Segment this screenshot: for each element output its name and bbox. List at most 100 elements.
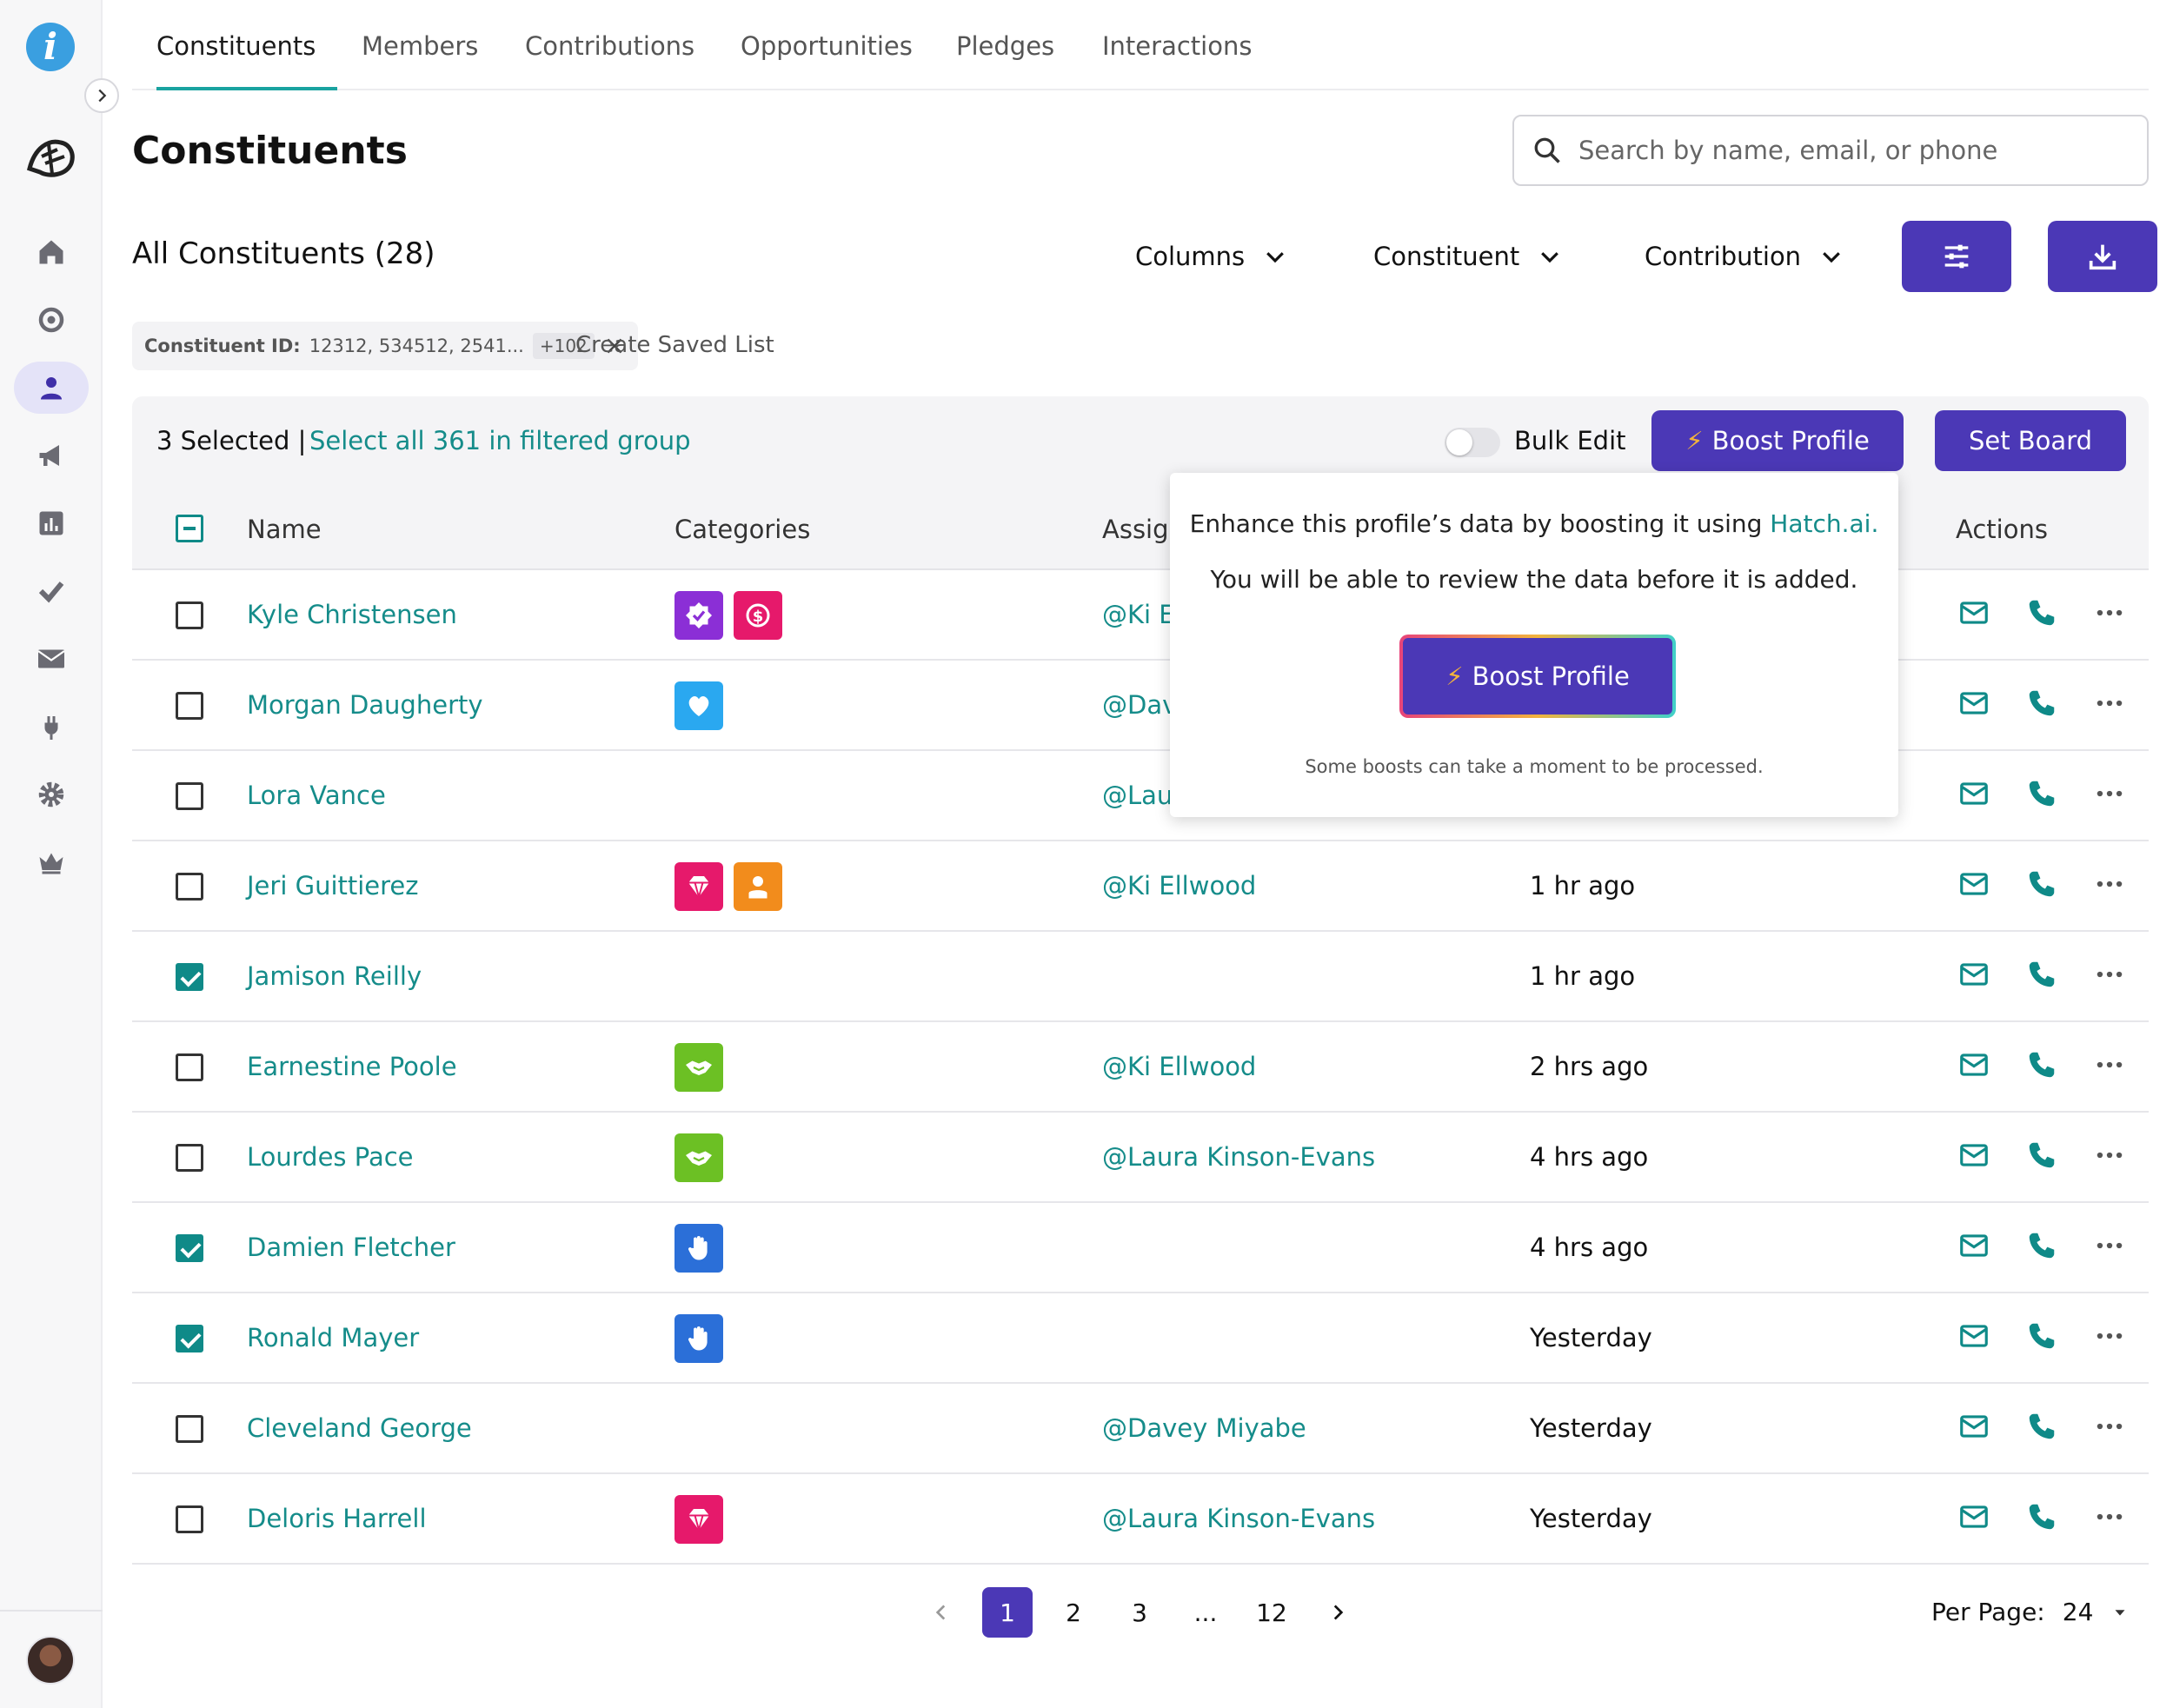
more-options-icon[interactable] bbox=[2093, 687, 2126, 720]
select-all-checkbox[interactable] bbox=[176, 515, 203, 542]
app-logo[interactable]: i bbox=[26, 23, 75, 71]
more-options-icon[interactable] bbox=[2093, 1229, 2126, 1262]
crown-icon[interactable] bbox=[14, 836, 89, 888]
more-options-icon[interactable] bbox=[2093, 958, 2126, 991]
constituent-name-link[interactable]: Jeri Guittierez bbox=[247, 871, 419, 901]
email-icon[interactable] bbox=[1957, 1048, 1990, 1081]
search-box[interactable] bbox=[1512, 115, 2149, 186]
table-row[interactable]: Damien Fletcher 4 hrs ago bbox=[132, 1203, 2149, 1293]
tab-pledges[interactable]: Pledges bbox=[956, 31, 1054, 90]
assigned-user-link[interactable]: @Ki E bbox=[1102, 600, 1175, 629]
table-row[interactable]: Jamison Reilly 1 hr ago bbox=[132, 932, 2149, 1022]
email-icon[interactable] bbox=[1957, 687, 1990, 720]
tab-interactions[interactable]: Interactions bbox=[1102, 31, 1252, 90]
row-checkbox[interactable] bbox=[176, 692, 203, 720]
row-checkbox[interactable] bbox=[176, 963, 203, 991]
more-options-icon[interactable] bbox=[2093, 1500, 2126, 1533]
tab-contributions[interactable]: Contributions bbox=[525, 31, 694, 90]
assigned-user-link[interactable]: @Lau bbox=[1102, 781, 1173, 810]
next-page-button[interactable] bbox=[1312, 1587, 1363, 1638]
search-input[interactable] bbox=[1578, 136, 2117, 165]
row-checkbox[interactable] bbox=[176, 1234, 203, 1262]
phone-icon[interactable] bbox=[2025, 958, 2058, 991]
tab-opportunities[interactable]: Opportunities bbox=[741, 31, 913, 90]
row-checkbox[interactable] bbox=[176, 1053, 203, 1081]
page-12-button[interactable]: 12 bbox=[1256, 1598, 1287, 1627]
constituent-name-link[interactable]: Jamison Reilly bbox=[247, 961, 422, 991]
close-icon[interactable] bbox=[603, 335, 626, 357]
phone-icon[interactable] bbox=[2025, 1500, 2058, 1533]
more-options-icon[interactable] bbox=[2093, 1139, 2126, 1172]
plug-icon[interactable] bbox=[14, 701, 89, 753]
more-options-icon[interactable] bbox=[2093, 777, 2126, 810]
email-icon[interactable] bbox=[1957, 1139, 1990, 1172]
more-options-icon[interactable] bbox=[2093, 1410, 2126, 1443]
user-avatar[interactable] bbox=[26, 1636, 75, 1685]
constituent-name-link[interactable]: Cleveland George bbox=[247, 1413, 472, 1443]
phone-icon[interactable] bbox=[2025, 867, 2058, 901]
email-icon[interactable] bbox=[1957, 1500, 1990, 1533]
row-checkbox[interactable] bbox=[176, 1505, 203, 1533]
assigned-user-link[interactable]: @Ki Ellwood bbox=[1102, 1052, 1257, 1081]
columns-dropdown[interactable]: Columns bbox=[1135, 242, 1288, 271]
row-checkbox[interactable] bbox=[176, 1144, 203, 1172]
email-icon[interactable] bbox=[1957, 1229, 1990, 1262]
tab-constituents[interactable]: Constituents bbox=[156, 31, 337, 90]
email-icon[interactable] bbox=[1957, 1319, 1990, 1352]
email-icon[interactable] bbox=[1957, 596, 1990, 629]
page-1-button[interactable]: 1 bbox=[982, 1587, 1033, 1638]
row-checkbox[interactable] bbox=[176, 782, 203, 810]
constituent-name-link[interactable]: Morgan Daugherty bbox=[247, 690, 483, 720]
phone-icon[interactable] bbox=[2025, 1410, 2058, 1443]
per-page-select[interactable]: Per Page: 24 bbox=[1931, 1598, 2130, 1626]
constituent-dropdown[interactable]: Constituent bbox=[1373, 242, 1563, 271]
table-row[interactable]: Kyle Christensen $ @Ki E bbox=[132, 570, 2149, 661]
phone-icon[interactable] bbox=[2025, 1319, 2058, 1352]
table-row[interactable]: Cleveland George @Davey Miyabe Yesterday bbox=[132, 1384, 2149, 1474]
assigned-user-link[interactable]: @Davey Miyabe bbox=[1102, 1413, 1306, 1443]
select-all-link[interactable]: Select all 361 in filtered group bbox=[309, 426, 691, 455]
expand-sidebar-button[interactable] bbox=[84, 78, 119, 113]
phone-icon[interactable] bbox=[2025, 777, 2058, 810]
previous-page-button[interactable] bbox=[916, 1587, 967, 1638]
phone-icon[interactable] bbox=[2025, 1139, 2058, 1172]
phone-icon[interactable] bbox=[2025, 596, 2058, 629]
mail-icon[interactable] bbox=[14, 633, 89, 685]
phone-icon[interactable] bbox=[2025, 1048, 2058, 1081]
sync-gear-icon[interactable] bbox=[14, 294, 89, 346]
row-checkbox[interactable] bbox=[176, 873, 203, 901]
constituent-name-link[interactable]: Lourdes Pace bbox=[247, 1142, 414, 1172]
row-checkbox[interactable] bbox=[176, 1415, 203, 1443]
set-board-button[interactable]: Set Board bbox=[1935, 410, 2126, 471]
popover-boost-profile-button[interactable]: ⚡ Boost Profile bbox=[1399, 635, 1676, 718]
megaphone-icon[interactable] bbox=[14, 429, 89, 482]
filter-settings-button[interactable] bbox=[1902, 221, 2011, 292]
phone-icon[interactable] bbox=[2025, 1229, 2058, 1262]
row-checkbox[interactable] bbox=[176, 1325, 203, 1352]
more-options-icon[interactable] bbox=[2093, 1048, 2126, 1081]
constituents-nav-icon[interactable] bbox=[14, 362, 89, 414]
reports-icon[interactable] bbox=[14, 497, 89, 549]
create-saved-list-link[interactable]: Create Saved List bbox=[575, 332, 774, 358]
table-row[interactable]: Lourdes Pace @Laura Kinson-Evans 4 hrs ago bbox=[132, 1113, 2149, 1203]
tab-members[interactable]: Members bbox=[362, 31, 478, 90]
email-icon[interactable] bbox=[1957, 777, 1990, 810]
column-categories[interactable]: Categories bbox=[674, 515, 811, 544]
assigned-user-link[interactable]: @Laura Kinson-Evans bbox=[1102, 1142, 1376, 1172]
column-assigned[interactable]: Assig bbox=[1102, 515, 1169, 544]
download-button[interactable] bbox=[2048, 221, 2157, 292]
hatch-ai-link[interactable]: Hatch.ai. bbox=[1770, 509, 1879, 538]
table-row[interactable]: Jeri Guittierez @Ki Ellwood 1 hr ago bbox=[132, 841, 2149, 932]
constituent-name-link[interactable]: Deloris Harrell bbox=[247, 1504, 427, 1533]
constituent-name-link[interactable]: Kyle Christensen bbox=[247, 600, 457, 629]
email-icon[interactable] bbox=[1957, 1410, 1990, 1443]
email-icon[interactable] bbox=[1957, 867, 1990, 901]
boost-profile-button[interactable]: ⚡ Boost Profile bbox=[1651, 410, 1904, 471]
table-row[interactable]: Ronald Mayer Yesterday bbox=[132, 1293, 2149, 1384]
tasks-check-icon[interactable] bbox=[14, 565, 89, 617]
more-options-icon[interactable] bbox=[2093, 867, 2126, 901]
constituent-name-link[interactable]: Lora Vance bbox=[247, 781, 386, 810]
phone-icon[interactable] bbox=[2025, 687, 2058, 720]
page-3-button[interactable]: 3 bbox=[1132, 1598, 1147, 1627]
table-row[interactable]: Earnestine Poole @Ki Ellwood 2 hrs ago bbox=[132, 1022, 2149, 1113]
